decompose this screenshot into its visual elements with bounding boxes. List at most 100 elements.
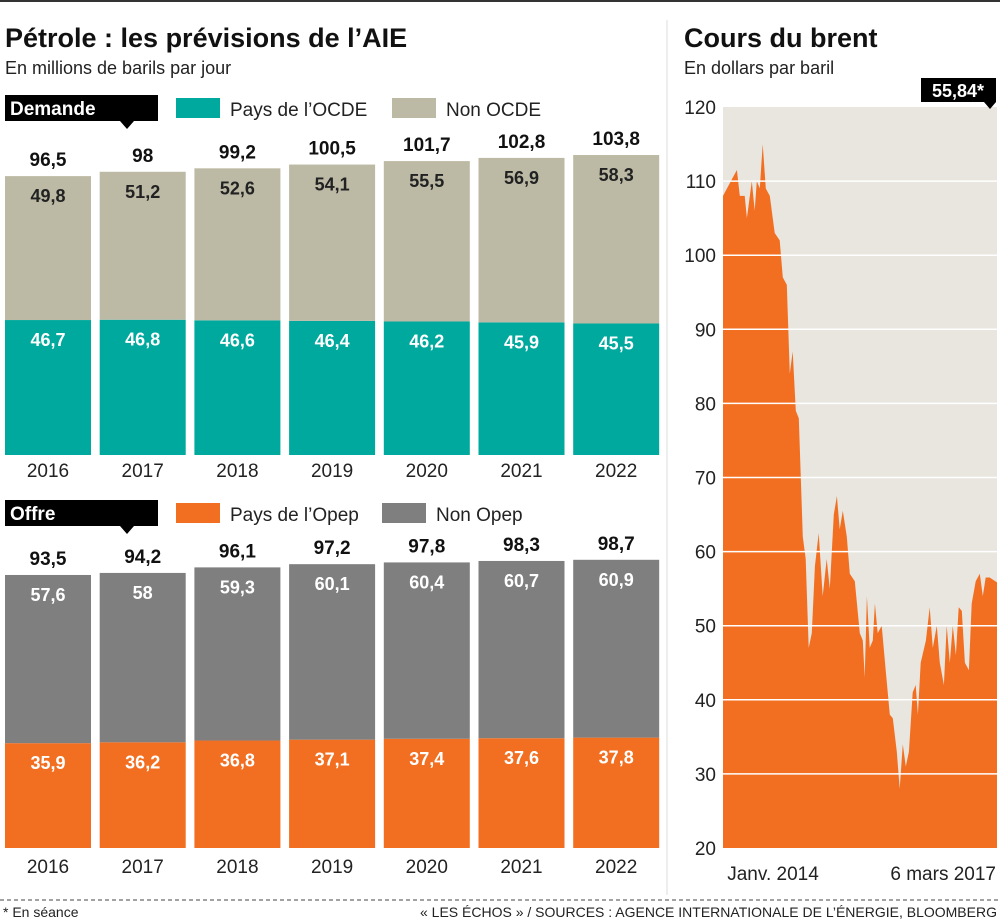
y-tick-label: 60 [695,543,716,564]
segment-label: 54,1 [315,175,350,195]
bar-segment-2016-upper [5,176,91,321]
segment-label: 35,9 [30,753,65,773]
segment-label: 60,4 [409,572,444,592]
segment-label: 49,8 [30,186,65,206]
year-label: 2018 [216,461,258,482]
bar-segment-2017-upper [99,171,186,320]
callout-value: 55,84* [932,81,984,101]
callout-box [921,78,996,109]
segment-label: 37,8 [599,748,634,768]
year-label: 2019 [311,857,353,878]
total-label: 96,1 [219,541,256,562]
total-label: 101,7 [403,135,451,156]
y-tick-label: 100 [684,246,716,267]
segment-label: 59,3 [220,577,255,597]
segment-label: 52,6 [220,178,255,198]
year-label: 2016 [27,461,69,482]
bar-segment-2019-upper [289,564,376,740]
segment-label: 45,9 [504,332,539,352]
total-label: 97,8 [408,536,445,557]
segment-label: 37,1 [315,750,350,770]
bar-segment-2018-lower [194,320,281,455]
bar-segment-2018-upper [194,567,281,741]
y-tick-label: 50 [695,617,716,638]
year-label: 2018 [216,857,258,878]
bar-segment-2018-lower [194,740,281,848]
segment-label: 36,8 [220,751,255,771]
legend-label-ocde: Pays de l’OCDE [230,100,367,121]
segment-label: 60,1 [315,574,350,594]
y-tick-label: 80 [695,394,716,415]
segment-label: 36,2 [125,752,160,772]
bar-segment-2017-lower [99,742,186,848]
legend-swatch-non-opep [382,503,426,523]
bar-segment-2016-upper [5,574,91,744]
x-tick-label: 6 mars 2017 [890,864,996,885]
bar-segment-2018-upper [194,168,281,321]
bar-segment-2017-lower [99,319,186,455]
demand-tab [5,95,158,129]
supply-tab [5,500,158,534]
segment-label: 46,4 [315,331,350,351]
bar-segment-2022-upper [573,559,660,738]
demand-bar-chart: 46,7 49,8 96,5 2016 46,8 51,2 98 2017 46,6 52,6 99… [5,129,660,482]
year-label: 2021 [500,461,542,482]
legend-label-non-opep: Non Opep [436,505,523,526]
bar-segment-2019-lower [289,320,376,455]
total-label: 98,7 [598,534,635,555]
segment-label: 46,2 [409,331,444,351]
segment-label: 46,6 [220,330,255,350]
left-title: Pétrole : les prévisions de l’AIE [5,23,407,53]
total-label: 98,3 [503,535,540,556]
bar-segment-2019-upper [289,164,376,321]
bar-segment-2021-lower [478,322,565,455]
total-label: 98 [132,146,153,167]
brent-callout: 55,84* [921,78,996,109]
segment-label: 60,9 [599,570,634,590]
y-tick-label: 110 [686,172,716,193]
supply-tab-label: Offre [10,504,55,525]
legend-swatch-ocde [176,98,220,118]
total-label: 97,2 [314,538,351,559]
x-tick-label: Janv. 2014 [727,864,819,885]
total-label: 100,5 [308,139,356,160]
bar-segment-2016-lower [5,320,91,455]
legend-label-non-ocde: Non OCDE [446,100,541,121]
total-label: 103,8 [592,129,640,150]
supply-legend: Offre Pays de l’Opep Non Opep [5,500,523,534]
segment-label: 37,4 [409,749,444,769]
y-tick-label: 120 [684,98,716,119]
year-label: 2021 [500,857,542,878]
total-label: 96,5 [30,150,67,171]
legend-label-opep: Pays de l’Opep [230,505,359,526]
year-label: 2017 [122,461,164,482]
segment-label: 46,8 [125,330,160,350]
bar-segment-2020-lower [383,321,470,455]
total-label: 94,2 [124,547,161,568]
left-subtitle: En millions de barils par jour [5,58,231,78]
year-label: 2022 [595,461,637,482]
source-line: « LES ÉCHOS » / SOURCES : AGENCE INTERNA… [420,904,997,920]
demand-legend: Demande Pays de l’OCDE Non OCDE [5,95,541,129]
legend-swatch-non-ocde [392,98,436,118]
right-title: Cours du brent [684,23,878,53]
year-label: 2020 [406,857,448,878]
bar-segment-2022-lower [573,323,660,455]
bar-segment-2020-upper [383,562,470,739]
segment-label: 57,6 [30,585,65,605]
top-rule [0,0,1000,2]
bar-segment-2016-lower [5,743,91,848]
bar-segment-2021-lower [478,738,565,848]
segment-label: 51,2 [125,182,160,202]
brent-area-chart: 120 110 100 90 80 70 60 50 40 30 20 Janv. 2014 6 mar… [684,98,997,885]
y-tick-label: 20 [695,839,716,860]
segment-label: 58 [133,583,153,603]
supply-bar-chart: 35,9 57,6 93,5 2016 36,2 58 94,2 2017 36,8 59,3 96… [5,534,660,878]
segment-label: 60,7 [504,571,539,591]
y-tick-label: 70 [695,469,716,490]
year-label: 2019 [311,461,353,482]
bar-segment-2017-upper [99,572,186,743]
total-label: 93,5 [30,549,67,570]
bar-segment-2021-upper [478,560,565,739]
year-label: 2020 [406,461,448,482]
